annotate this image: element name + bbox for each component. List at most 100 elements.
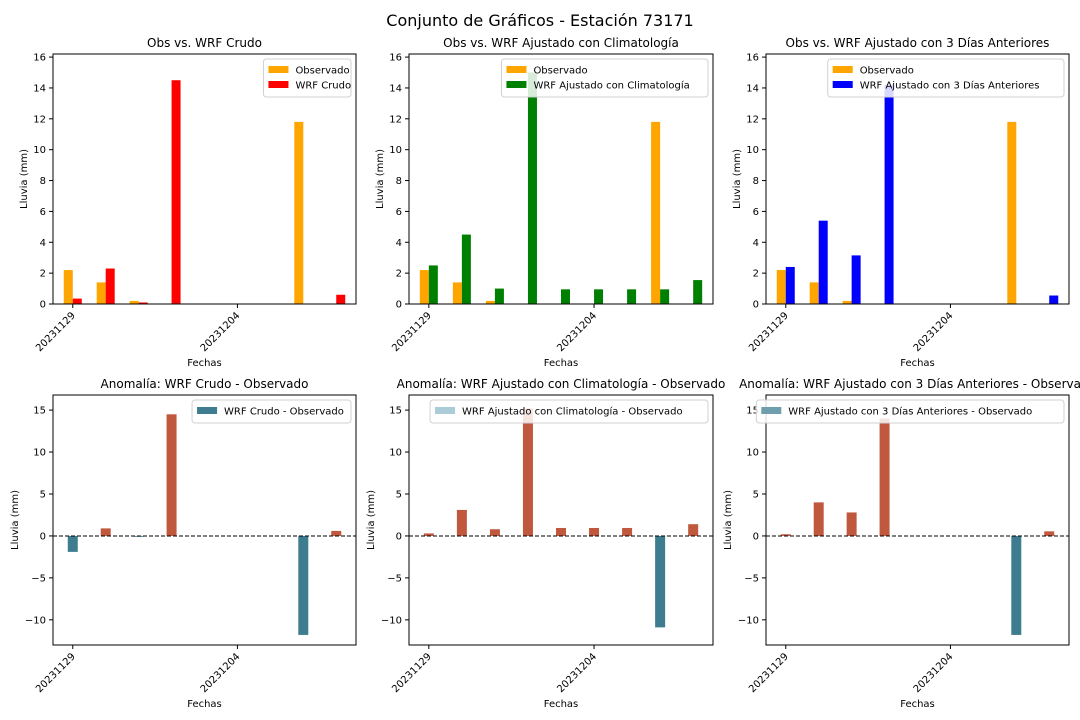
y-axis-label: Lluvia (mm) (366, 490, 377, 550)
bar (96, 282, 106, 304)
x-tick-label: 20231204 (912, 310, 956, 354)
legend-swatch (268, 81, 289, 88)
bar (129, 300, 139, 304)
y-tick-label: 12 (389, 114, 402, 125)
bar (884, 84, 894, 304)
bar (100, 528, 111, 536)
bar (846, 512, 857, 536)
bar (522, 408, 533, 536)
x-tick-label: 20231129 (747, 310, 791, 354)
bar (428, 265, 438, 304)
x-axis-label: Fechas (187, 358, 222, 369)
y-tick-label: −10 (738, 615, 759, 626)
y-tick-label: 0 (396, 300, 402, 311)
bar (298, 535, 309, 635)
y-tick-label: 10 (389, 448, 402, 459)
y-tick-label: 6 (396, 207, 402, 218)
bar (627, 289, 637, 304)
y-axis-label: Lluvia (mm) (732, 149, 743, 209)
bar (494, 288, 504, 304)
y-tick-label: 10 (33, 448, 46, 459)
y-axis-label: Lluvia (mm) (723, 490, 734, 550)
y-tick-label: 16 (746, 53, 759, 64)
y-tick-label: −5 (744, 573, 759, 584)
legend-swatch (761, 407, 782, 414)
bar (1007, 121, 1017, 305)
y-tick-label: −5 (387, 573, 402, 584)
y-tick-label: 10 (746, 145, 759, 156)
x-axis-label: Fechas (187, 699, 222, 710)
axes-frame (52, 394, 357, 646)
y-tick-label: 16 (389, 53, 402, 64)
x-tick-label: 20231129 (34, 310, 78, 354)
bar (336, 294, 346, 304)
legend-label: WRF Crudo - Observado (224, 407, 344, 418)
x-tick-label: 20231129 (747, 651, 791, 695)
x-tick-label: 20231204 (199, 651, 243, 695)
legend: Observado WRF Crudo (262, 58, 352, 98)
legend-swatch (506, 66, 527, 73)
legend-swatch (435, 407, 456, 414)
bar (688, 524, 699, 536)
axes-frame (408, 394, 714, 646)
bar (818, 220, 828, 304)
bar (1011, 535, 1022, 635)
legend-swatch (506, 81, 527, 88)
bar (1049, 295, 1059, 304)
legend-box (755, 399, 1065, 424)
x-axis-label: Fechas (544, 358, 579, 369)
bar (556, 527, 566, 536)
subplot-title: Obs vs. WRF Ajustado con 3 Días Anterior… (786, 36, 1050, 50)
legend-label: WRF Ajustado con Climatología - Observad… (462, 406, 683, 418)
bar (423, 533, 434, 536)
y-tick-label: 6 (40, 207, 46, 218)
bar (1044, 531, 1055, 536)
x-tick-label: 20231204 (199, 310, 243, 354)
bar (166, 414, 177, 536)
legend-label: Observado (533, 66, 587, 77)
x-axis-label: Fechas (544, 699, 579, 710)
y-tick-label: 0 (753, 300, 759, 311)
y-tick-label: 8 (396, 176, 402, 187)
bar (527, 72, 537, 305)
bar (294, 121, 304, 305)
y-tick-label: 5 (40, 489, 46, 500)
y-tick-label: 8 (40, 176, 46, 187)
subplot-3: 0 2 4 6 8 10 12 14 16 20231129 20231204 Obs vs. WRF… (732, 36, 1070, 369)
y-tick-label: 12 (746, 114, 759, 125)
bar (660, 289, 670, 304)
bar (456, 509, 467, 536)
x-tick-label: 20231129 (390, 651, 434, 695)
bar (561, 289, 570, 304)
legend-box (500, 58, 709, 98)
bar (785, 266, 795, 304)
y-tick-label: 0 (753, 531, 759, 542)
legend: Observado WRF Ajustado con 3 Días Anterio… (827, 58, 1065, 98)
legend: WRF Crudo - Observado (191, 399, 352, 424)
y-tick-label: 4 (753, 238, 759, 249)
subplot-1: 0 2 4 6 8 10 12 14 16 20231129 20231204 Obs vs. WRF… (19, 36, 357, 369)
bar (776, 270, 786, 304)
bar (67, 535, 78, 552)
y-tick-label: 16 (33, 53, 46, 64)
legend-label: Observado (860, 66, 914, 77)
y-tick-label: 12 (33, 114, 46, 125)
legend-box (191, 399, 352, 424)
bar (622, 527, 633, 536)
bar (489, 529, 500, 536)
bar (138, 302, 148, 304)
y-tick-label: 6 (753, 207, 759, 218)
bar (651, 121, 661, 305)
y-axis-label: Lluvia (mm) (19, 149, 30, 209)
axes-frame (765, 394, 1070, 646)
subplot-5: −10 −5 0 5 10 15 20231129 20231204 Anomalía: WRF… (366, 377, 725, 710)
legend-swatch (197, 407, 218, 414)
y-tick-label: 14 (33, 83, 46, 94)
y-tick-label: 0 (396, 531, 402, 542)
y-tick-label: −10 (381, 615, 402, 626)
bar (461, 234, 471, 304)
bar (171, 80, 181, 304)
figure-title: Conjunto de Gráficos - Estación 73171 (386, 11, 694, 30)
